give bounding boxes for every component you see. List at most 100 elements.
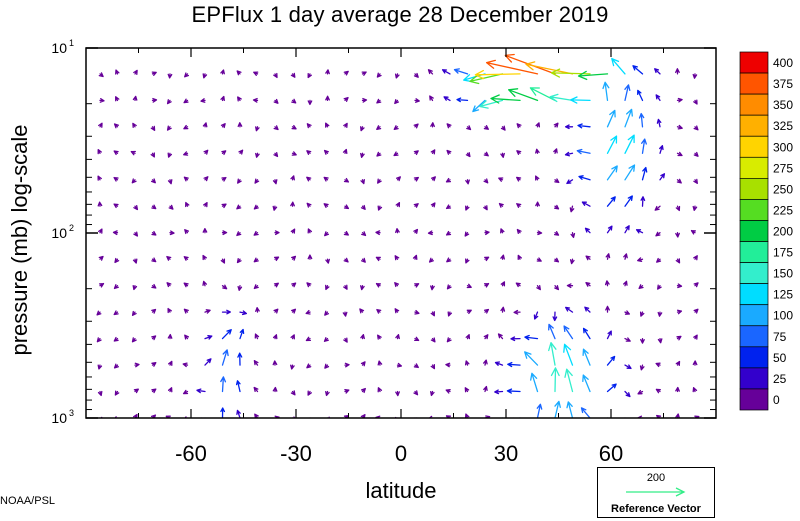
flux-vector <box>239 310 248 316</box>
colorbar-label: 175 <box>773 246 793 260</box>
colorbar-bin <box>739 325 769 348</box>
flux-vector <box>584 227 591 234</box>
flux-vector <box>221 150 227 156</box>
flux-vector <box>360 361 366 367</box>
flux-vector <box>516 176 522 182</box>
flux-vector <box>507 361 521 368</box>
flux-vector <box>465 258 470 264</box>
x-tick-label: -60 <box>175 441 207 466</box>
flux-vector <box>305 309 311 315</box>
flux-vector <box>654 205 661 211</box>
flux-vector <box>376 72 382 78</box>
flux-vector <box>273 72 278 79</box>
colorbar-bin <box>739 346 769 369</box>
flux-vector <box>446 149 452 155</box>
flux-vector <box>465 334 471 340</box>
flux-vector <box>466 309 472 315</box>
credit-text: NOAA/PSL <box>0 495 56 507</box>
flux-vector <box>360 152 365 158</box>
flux-vector <box>479 99 504 109</box>
flux-vector <box>305 336 312 342</box>
flux-vector <box>554 400 561 418</box>
flux-vector <box>236 204 242 210</box>
flux-vector <box>676 283 683 289</box>
flux-vector <box>167 307 172 314</box>
flux-vector <box>394 255 400 261</box>
flux-vector <box>554 285 560 291</box>
colorbar-label: 400 <box>773 56 793 70</box>
flux-vector <box>570 96 591 104</box>
flux-vector <box>133 231 139 237</box>
flux-vector <box>445 230 452 236</box>
flux-vector <box>624 134 635 154</box>
colorbar-label: 125 <box>773 288 793 302</box>
flux-vector <box>413 72 419 78</box>
colorbar-label: 150 <box>773 267 793 281</box>
flux-vector <box>183 98 189 104</box>
flux-vector <box>183 151 189 156</box>
flux-vector <box>624 390 631 398</box>
flux-vector <box>168 360 173 366</box>
flux-vector <box>183 282 189 288</box>
colorbar-bin <box>739 304 769 327</box>
flux-vector <box>692 73 698 79</box>
flux-vector <box>395 176 401 182</box>
flux-vector <box>606 330 612 340</box>
flux-vector <box>430 337 436 343</box>
flux-vector <box>290 72 296 78</box>
flux-vector <box>361 231 367 237</box>
flux-vector <box>553 257 560 263</box>
flux-vector <box>291 255 297 261</box>
flux-vector <box>235 380 241 393</box>
flux-vector <box>113 203 119 209</box>
flux-vector <box>624 310 631 315</box>
flux-vector <box>483 308 490 314</box>
flux-vector <box>430 390 435 397</box>
flux-vector <box>465 179 470 185</box>
flux-vector <box>624 108 633 128</box>
flux-vector <box>360 285 365 291</box>
flux-vector <box>676 178 682 184</box>
flux-vector <box>535 122 541 128</box>
flux-vector <box>360 257 366 263</box>
flux-vector <box>376 125 382 130</box>
flux-vector <box>445 177 452 183</box>
flux-vector <box>253 71 259 76</box>
flux-vector <box>693 308 699 314</box>
flux-vector <box>606 109 616 128</box>
colorbar-label: 75 <box>773 330 787 344</box>
flux-vector <box>291 282 297 288</box>
flux-vector <box>130 150 136 156</box>
flux-vector <box>113 150 119 156</box>
flux-vector <box>497 333 504 340</box>
flux-vector <box>554 178 560 184</box>
flux-vector <box>690 229 697 235</box>
flux-vector <box>98 72 104 78</box>
flux-vector <box>306 150 312 155</box>
flux-vector <box>396 362 403 368</box>
flux-vector <box>624 364 632 370</box>
flux-vector <box>325 69 330 75</box>
flux-vector <box>464 387 470 393</box>
flux-vector <box>430 311 435 317</box>
flux-vector <box>524 351 539 366</box>
flux-vector <box>675 258 681 264</box>
y-tick-label: 10 <box>51 40 67 56</box>
flux-vector <box>151 257 157 263</box>
flux-vector <box>113 336 119 342</box>
flux-vector <box>151 230 157 236</box>
reference-vector-value: 200 <box>646 472 666 484</box>
flux-vector <box>506 388 521 394</box>
flux-vector <box>414 336 420 342</box>
flux-vector <box>290 175 295 181</box>
flux-vector <box>220 69 225 75</box>
flux-vector <box>637 415 644 418</box>
flux-vector <box>221 284 228 290</box>
flux-vector <box>221 349 229 366</box>
flux-vector <box>393 125 399 130</box>
flux-vector <box>291 151 297 156</box>
flux-vector <box>535 148 540 154</box>
flux-vector <box>564 368 574 393</box>
flux-vector <box>252 97 259 103</box>
